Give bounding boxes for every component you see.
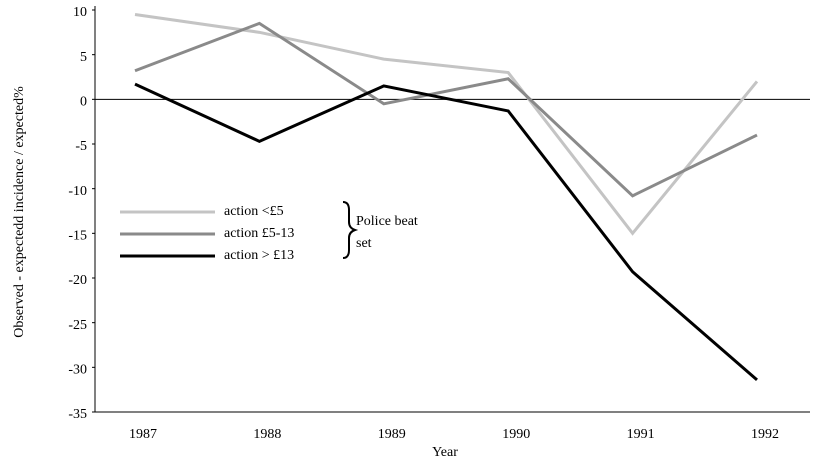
- legend-annotation: Police beat: [356, 214, 418, 229]
- y-tick-label: -35: [68, 407, 87, 422]
- series-line: [134, 82, 758, 381]
- y-axis-label: Observed - expectedd incidence / expecte…: [12, 86, 27, 338]
- legend-label: action <£5: [224, 204, 284, 219]
- x-tick-label: 1991: [627, 427, 655, 442]
- y-tick-label: 0: [80, 95, 87, 110]
- legend-label: action > £13: [224, 248, 294, 263]
- legend-brace: [342, 201, 359, 259]
- y-tick-label: -25: [68, 318, 87, 333]
- x-tick-label: 1989: [378, 427, 406, 442]
- y-tick-label: -10: [68, 184, 87, 199]
- series-line: [134, 12, 759, 236]
- y-tick-label: -20: [68, 273, 87, 288]
- y-tick-label: -30: [68, 363, 87, 378]
- x-axis-label: Year: [432, 445, 458, 460]
- y-tick-label: 5: [80, 50, 87, 65]
- x-tick-label: 1992: [751, 427, 779, 442]
- x-tick-label: 1988: [253, 427, 281, 442]
- series-line: [134, 21, 758, 198]
- y-tick-label: -15: [68, 229, 87, 244]
- y-tick-label: 10: [73, 5, 87, 20]
- y-tick-label: -5: [75, 139, 87, 154]
- legend-annotation: set: [356, 236, 372, 251]
- x-tick-label: 1987: [129, 427, 157, 442]
- legend-label: action £5-13: [224, 226, 294, 241]
- x-tick-label: 1990: [502, 427, 530, 442]
